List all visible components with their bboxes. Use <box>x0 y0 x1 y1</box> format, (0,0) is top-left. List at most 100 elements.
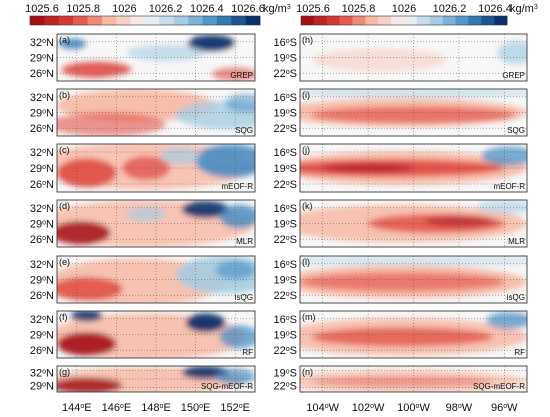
density-anomaly <box>481 146 527 166</box>
y-tick-label: 19oS <box>274 368 298 380</box>
density-field <box>57 366 255 392</box>
panel-frame <box>299 365 528 393</box>
method-label: SQG-mEOF-R <box>201 382 253 391</box>
panel-e: (e) isQG 32oN 29oN 26oN <box>30 255 256 304</box>
panel-frame <box>56 365 256 393</box>
colorbar-left: 1025.6 1025.8 1026 1026.2 1026.4 1026.6kg/m3 <box>25 3 291 26</box>
y-tick-label: 16oS <box>274 92 298 104</box>
density-anomaly <box>185 313 226 333</box>
colorbar-tick-label: 1025.6 <box>296 3 330 15</box>
panel-m: (m) RF 16oS 19oS 22oS <box>274 310 528 359</box>
y-tick-label: 29oN <box>30 381 54 393</box>
density-anomaly <box>159 147 200 165</box>
x-tick-label: 104oW <box>306 402 339 414</box>
y-tick-label: 22oS <box>274 68 298 80</box>
y-tick-label: 19oS <box>274 163 298 175</box>
y-tick-label: 16oS <box>274 147 298 159</box>
y-tick-label: 16oS <box>274 203 298 215</box>
y-tick-label: 22oS <box>274 290 298 302</box>
y-tick-label: 26oN <box>30 123 54 135</box>
method-label: isQG <box>507 293 525 302</box>
y-tick-label: 29oN <box>30 53 54 65</box>
density-anomaly <box>126 207 166 222</box>
colorbar-right: 1025.6 1025.8 1026 1026.2 1026.4kg/m3 <box>296 3 538 26</box>
x-tick-label: 98oW <box>446 402 473 414</box>
density-anomaly <box>195 144 255 178</box>
density-anomaly <box>219 204 255 229</box>
y-tick-label: 26oN <box>30 179 54 191</box>
y-tick-label: 32oN <box>30 203 54 215</box>
panel-j: (j) mEOF-R 16oS 19oS 22oS <box>274 143 528 193</box>
density-field <box>300 34 527 81</box>
panel-frame <box>299 33 528 82</box>
panel-b: (b) SQG 32oN 29oN 26oN <box>30 88 256 137</box>
density-anomaly <box>497 41 527 65</box>
y-tick-label: 32oN <box>30 368 54 380</box>
colorbar-tick-label: 1026.6 <box>231 3 265 15</box>
method-label: SQG <box>235 126 253 135</box>
panel-frame <box>56 255 256 304</box>
method-label: SQG-mEOF-R <box>473 382 525 391</box>
colorbar-tick-label: 1025.6 <box>25 3 59 15</box>
panel-f: (f) RF 32oN 29oN 26oN <box>30 310 256 359</box>
panel-frame <box>299 88 528 137</box>
panel-letter: (n) <box>302 367 313 377</box>
y-tick-label: 26oN <box>30 234 54 246</box>
colorbar-unit-label: kg/m3 <box>510 3 538 15</box>
density-anomaly <box>57 158 117 188</box>
panel-letter: (g) <box>59 367 70 377</box>
x-tick-label: 146oE <box>102 402 132 414</box>
y-tick-label: 22oS <box>274 381 298 393</box>
x-tick-label: 152oE <box>220 402 250 414</box>
panel-i: (i) SQG 16oS 19oS 22oS <box>274 88 528 137</box>
density-anomaly <box>311 376 493 387</box>
y-tick-label: 19oS <box>274 219 298 231</box>
density-anomaly <box>57 377 123 392</box>
density-anomaly <box>477 200 527 215</box>
colorbar-tick-label: 1026.4 <box>190 3 224 15</box>
y-tick-label: 22oS <box>274 234 298 246</box>
panel-letter: (j) <box>302 145 310 155</box>
y-tick-label: 19oS <box>274 275 298 287</box>
y-tick-label: 32oN <box>30 37 54 49</box>
density-anomaly <box>300 89 527 98</box>
density-anomaly <box>225 93 255 113</box>
density-anomaly <box>300 272 505 292</box>
method-label: RF <box>514 348 525 357</box>
panel-letter: (a) <box>59 35 70 45</box>
panel-frame <box>56 33 256 82</box>
density-anomaly <box>211 66 255 81</box>
density-field <box>57 200 255 247</box>
x-axis-right: 104oW 102oW 100oW 98oW 96oW <box>306 402 518 414</box>
x-tick-label: 148oE <box>141 402 171 414</box>
panel-frame <box>56 143 256 193</box>
density-anomaly <box>57 112 166 136</box>
panel-letter: (e) <box>59 257 70 267</box>
density-anomaly <box>311 48 448 72</box>
colorbar-tick-label: 1026.4 <box>478 3 512 15</box>
x-tick-label: 144oE <box>62 402 92 414</box>
density-anomaly <box>187 34 236 52</box>
density-anomaly <box>300 256 527 267</box>
y-tick-label: 29oN <box>30 163 54 175</box>
y-tick-label: 26oN <box>30 345 54 357</box>
y-tick-label: 19oS <box>274 53 298 65</box>
y-tick-label: 22oS <box>274 123 298 135</box>
density-anomaly <box>126 44 206 62</box>
density-field <box>57 311 255 358</box>
panel-h: (h) GREP 16oS 19oS 22oS <box>274 33 528 82</box>
panel-frame <box>299 310 528 359</box>
density-anomaly <box>70 311 103 322</box>
density-anomaly <box>311 106 516 124</box>
density-anomaly <box>58 38 87 50</box>
density-field <box>300 256 527 299</box>
density-field <box>300 200 527 243</box>
method-label: GREP <box>502 71 525 80</box>
density-anomaly <box>175 100 255 129</box>
y-tick-label: 29oN <box>30 275 54 287</box>
density-anomaly <box>219 325 255 349</box>
method-label: RF <box>242 348 253 357</box>
panel-l: (l) isQG 16oS 19oS 22oS <box>274 255 528 304</box>
